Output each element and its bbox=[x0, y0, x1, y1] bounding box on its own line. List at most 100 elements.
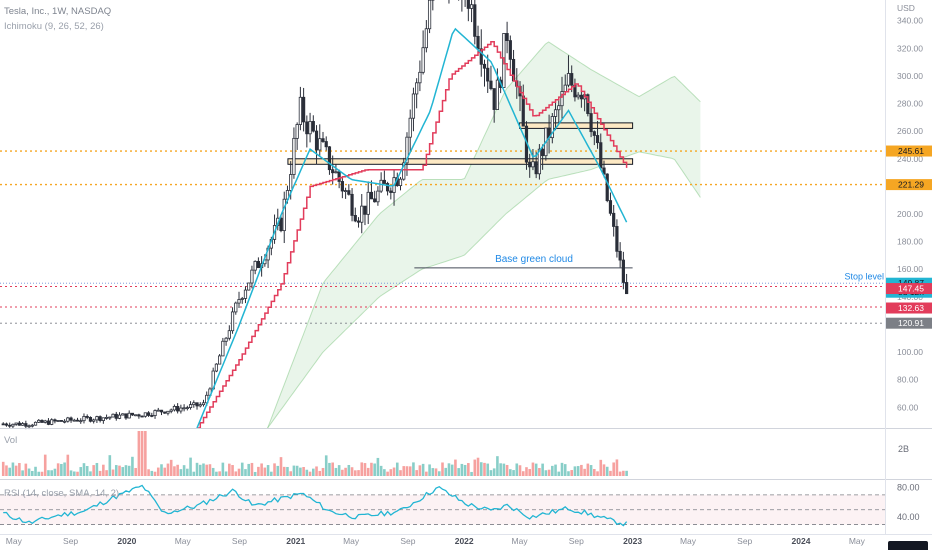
candle-body-190 bbox=[615, 226, 619, 252]
candle-body-86 bbox=[279, 217, 283, 232]
volume-bar-157 bbox=[509, 469, 512, 476]
candle-body-97 bbox=[314, 130, 319, 151]
volume-bar-143 bbox=[463, 464, 467, 476]
volume-bar-178 bbox=[576, 466, 580, 476]
candle-body-152 bbox=[492, 88, 496, 110]
candle-body-161 bbox=[521, 95, 525, 127]
volume-bar-134 bbox=[434, 468, 438, 476]
price-tag-bg-5 bbox=[886, 317, 932, 329]
volume-bar-97 bbox=[315, 466, 318, 476]
price-tag-label: 132.63 bbox=[898, 303, 924, 313]
volume-bar-53 bbox=[173, 466, 176, 476]
volume-bar-95 bbox=[308, 471, 312, 476]
price-tag-label: 245.61 bbox=[898, 146, 924, 156]
volume-bar-50 bbox=[163, 467, 167, 476]
candle-body-39 bbox=[127, 412, 131, 419]
indicator-legend[interactable]: Ichimoku (9, 26, 52, 26) bbox=[4, 21, 104, 32]
volume-bar-56 bbox=[182, 465, 186, 476]
price-tick: 100.00 bbox=[897, 347, 923, 357]
rsi-legend[interactable]: RSI (14, close, SMA, 14, 2) bbox=[4, 488, 119, 499]
volume-bar-108 bbox=[350, 467, 354, 476]
volume-bar-8 bbox=[27, 468, 31, 476]
time-tick: Sep bbox=[63, 536, 78, 546]
volume-bar-111 bbox=[360, 462, 364, 476]
base-cloud-annotation: Base green cloud bbox=[495, 254, 573, 265]
volume-bar-193 bbox=[625, 470, 628, 476]
price-tick: 180.00 bbox=[897, 237, 923, 247]
volume-bar-43 bbox=[140, 431, 144, 476]
candle-body-54 bbox=[176, 406, 180, 412]
volume-bar-42 bbox=[137, 431, 141, 476]
rsi-tick-80: 80.00 bbox=[897, 482, 920, 492]
volume-bar-7 bbox=[24, 463, 28, 476]
volume-bar-173 bbox=[560, 462, 564, 476]
candle-body-182 bbox=[589, 113, 593, 133]
price-tag-bg-0 bbox=[886, 145, 932, 157]
candle-body-104 bbox=[337, 171, 341, 182]
volume-bar-92 bbox=[299, 467, 302, 476]
volume-bar-152 bbox=[492, 468, 496, 476]
volume-bar-130 bbox=[421, 463, 425, 476]
candle-body-87 bbox=[282, 198, 286, 232]
time-tick: May bbox=[6, 536, 23, 546]
volume-bar-54 bbox=[176, 464, 179, 476]
volume-bar-88 bbox=[286, 466, 289, 476]
candle-body-50 bbox=[163, 411, 167, 414]
volume-bar-96 bbox=[312, 468, 315, 476]
candle-body-164 bbox=[531, 161, 535, 168]
price-tick: 260.00 bbox=[897, 126, 923, 136]
volume-bar-86 bbox=[279, 457, 283, 476]
volume-bar-174 bbox=[563, 464, 567, 476]
ichimoku-cloud bbox=[267, 41, 701, 429]
volume-bar-17 bbox=[56, 463, 60, 476]
candle-body-181 bbox=[586, 94, 590, 114]
candle-body-118 bbox=[382, 179, 386, 184]
volume-bar-98 bbox=[318, 470, 322, 476]
candle-body-117 bbox=[379, 179, 383, 192]
candle-body-147 bbox=[476, 35, 480, 50]
candle-body-48 bbox=[156, 409, 160, 412]
span-a-edge-0 bbox=[267, 41, 701, 429]
volume-bar-14 bbox=[47, 470, 50, 476]
volume-bar-74 bbox=[240, 462, 244, 476]
price-tag-bg-3 bbox=[886, 283, 932, 295]
time-tick: May bbox=[512, 536, 529, 546]
candle-body-24 bbox=[79, 420, 83, 423]
candle-body-191 bbox=[618, 250, 622, 261]
rsi-line bbox=[3, 484, 628, 527]
candle-body-100 bbox=[324, 141, 328, 148]
volume-bar-94 bbox=[305, 469, 309, 476]
candle-body-151 bbox=[489, 80, 493, 89]
volume-bar-117 bbox=[379, 465, 383, 476]
volume-legend[interactable]: Vol bbox=[4, 435, 17, 446]
candle-body-109 bbox=[353, 215, 357, 222]
volume-bar-93 bbox=[302, 467, 305, 476]
symbol-legend[interactable]: Tesla, Inc., 1W, NASDAQ bbox=[4, 6, 111, 17]
candle-body-8 bbox=[27, 425, 31, 428]
price-tag-label: 147.45 bbox=[898, 284, 924, 294]
volume-bar-104 bbox=[337, 465, 341, 476]
volume-bar-121 bbox=[392, 467, 396, 476]
candle-body-59 bbox=[192, 402, 196, 406]
volume-bar-48 bbox=[156, 467, 160, 476]
candle-body-146 bbox=[473, 4, 477, 37]
volume-bar-57 bbox=[186, 468, 189, 476]
volume-bar-3 bbox=[11, 462, 15, 476]
candle-body-187 bbox=[605, 173, 609, 201]
volume-pane: 2B bbox=[0, 428, 932, 480]
volume-bar-158 bbox=[512, 470, 515, 476]
candle-body-188 bbox=[608, 200, 613, 214]
time-tick: Sep bbox=[737, 536, 752, 546]
volume-bar-102 bbox=[331, 462, 334, 476]
volume-bar-159 bbox=[515, 463, 519, 476]
candle-body-157 bbox=[508, 40, 512, 60]
volume-bar-164 bbox=[531, 462, 535, 476]
candle-body-112 bbox=[363, 205, 367, 215]
candle-body-156 bbox=[505, 33, 509, 41]
volume-bar-45 bbox=[147, 469, 150, 476]
span-b-edge-0 bbox=[267, 151, 701, 429]
candle-body-4 bbox=[14, 422, 18, 425]
volume-bar-28 bbox=[92, 465, 95, 476]
